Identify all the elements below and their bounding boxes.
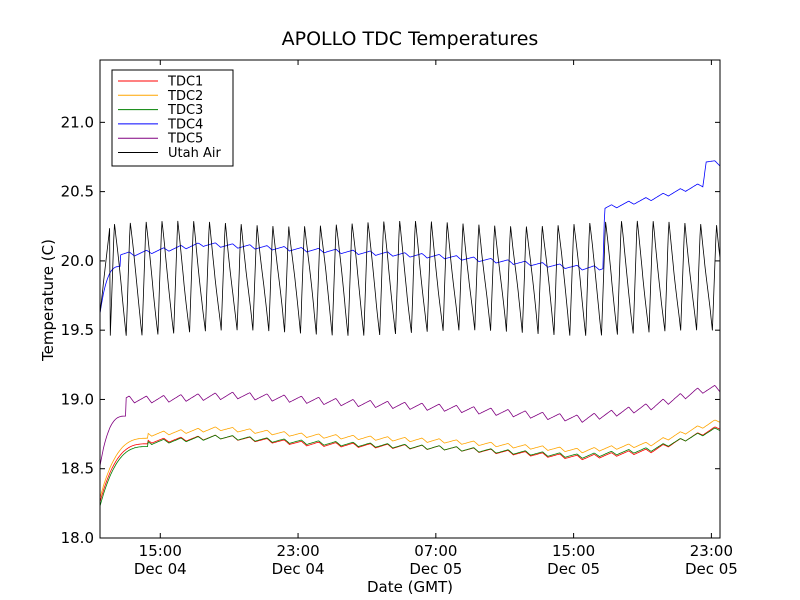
y-tick-label: 19.5 [61, 321, 94, 339]
x-tick-date-label: Dec 04 [272, 560, 325, 578]
x-tick-time-label: 15:00 [139, 542, 182, 560]
legend-box [111, 69, 234, 167]
legend-entry-label: TDC5 [167, 132, 203, 147]
series-line-tdc5 [99, 385, 721, 467]
series-line-tdc2 [99, 419, 721, 498]
y-tick-label: 20.0 [61, 252, 94, 270]
x-tick-date-label: Dec 05 [409, 560, 462, 578]
legend-entry-label: TDC4 [167, 117, 203, 132]
y-tick-label: 18.0 [61, 529, 94, 547]
x-tick-date-label: Dec 04 [134, 560, 187, 578]
legend-entry-label: TDC3 [167, 103, 203, 118]
x-tick-date-label: Dec 05 [685, 560, 738, 578]
series-line-tdc3 [99, 427, 721, 507]
x-tick-time-label: 23:00 [276, 542, 319, 560]
x-tick-time-label: 15:00 [552, 542, 595, 560]
axes-frame [99, 59, 721, 539]
y-axis-label: Temperature (C) [39, 239, 57, 362]
legend-entry-label: TDC1 [167, 75, 203, 90]
y-axis-ticks: 18.0 18.5 19.0 19.5 20.0 20.5 21.0 [61, 113, 720, 547]
legend-entry-label: Utah Air [168, 146, 221, 161]
series-line-tdc1 [99, 426, 721, 503]
x-tick-time-label: 23:00 [690, 542, 733, 560]
legend-entry-label: TDC2 [167, 89, 203, 104]
series-line-utah-air [99, 220, 721, 336]
y-tick-label: 19.0 [61, 390, 94, 408]
x-axis-label: Date (GMT) [367, 578, 453, 596]
y-tick-label: 21.0 [61, 113, 94, 131]
y-tick-label: 18.5 [61, 460, 94, 478]
x-tick-date-label: Dec 05 [547, 560, 600, 578]
chart-title: APOLLO TDC Temperatures [282, 28, 539, 50]
y-tick-label: 20.5 [61, 183, 94, 201]
x-tick-time-label: 07:00 [414, 542, 457, 560]
plot-area [99, 160, 721, 507]
series-line-tdc4 [99, 160, 721, 314]
